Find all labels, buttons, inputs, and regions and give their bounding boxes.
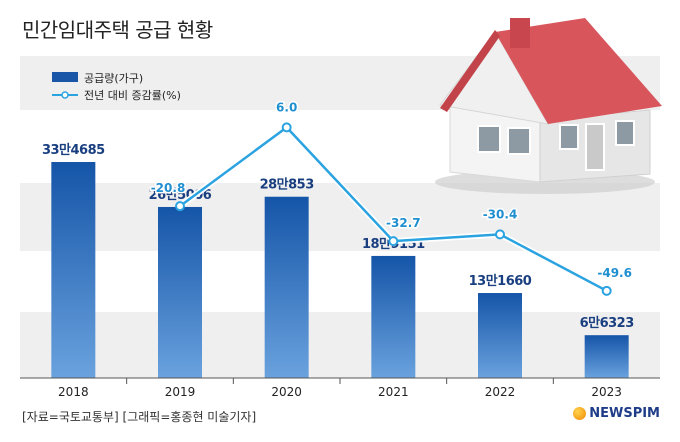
bar-series: 33만468526만500628만85318만915113만16606만6323 [42,142,635,378]
house-door [585,123,605,171]
bar [158,206,202,378]
house-window [615,120,635,146]
brand-name: NEWSPIM [589,406,660,421]
legend-swatch-bar [52,72,78,82]
bar [51,162,96,378]
x-tick-label: 2023 [591,385,622,399]
bar [584,335,629,378]
brand-logo: NEWSPIM [573,406,660,421]
x-tick-label: 2020 [271,385,302,399]
x-axis: 2018 2019 2020 2021 2022 2023 [20,377,660,399]
line-point [175,201,185,212]
bar [478,293,522,378]
line-point [281,122,292,133]
background-band [20,312,660,378]
bar-value-label: 13만1660 [469,273,532,289]
legend-swatch-point [61,91,69,99]
line-value-label: 6.0 [276,100,297,114]
house-chimney [510,18,530,48]
line-value-label: -49.6 [597,266,632,280]
brand-icon [573,407,587,420]
bar [264,196,309,378]
chart-title: 민간임대주택 공급 현황 [22,18,213,42]
line-point [601,285,612,296]
bar-value-label: 33만4685 [42,142,105,158]
legend: 공급량(가구) 전년 대비 증감률(%) [52,72,181,102]
line-value-label: -20.8 [151,181,186,195]
house-illustration [435,18,662,194]
line-point [388,236,399,247]
x-tick-label: 2018 [58,385,89,399]
line-point [495,229,505,240]
bar [371,255,416,378]
x-tick-label: 2019 [165,385,196,399]
house-roof-edge [440,30,500,112]
line-value-label: -30.4 [483,207,518,221]
house-window [507,127,531,155]
bar-value-label: 6만6323 [580,315,635,331]
legend-label-bar: 공급량(가구) [84,72,143,85]
house-roof [495,18,662,124]
background-band [20,183,660,251]
house-window [477,125,501,153]
x-tick-label: 2021 [378,385,409,399]
line-series: -20.8 6.0 -32.7 -30.4 -49.6 [149,99,633,296]
legend-label-line: 전년 대비 증감률(%) [84,89,181,102]
house-window [559,124,579,150]
source-credit: [자료=국토교통부] [그래픽=홍종현 미술기자] [22,410,257,424]
x-tick-label: 2022 [485,385,516,399]
line-value-label: -32.7 [386,216,421,230]
bar-value-label: 28만853 [260,177,315,193]
